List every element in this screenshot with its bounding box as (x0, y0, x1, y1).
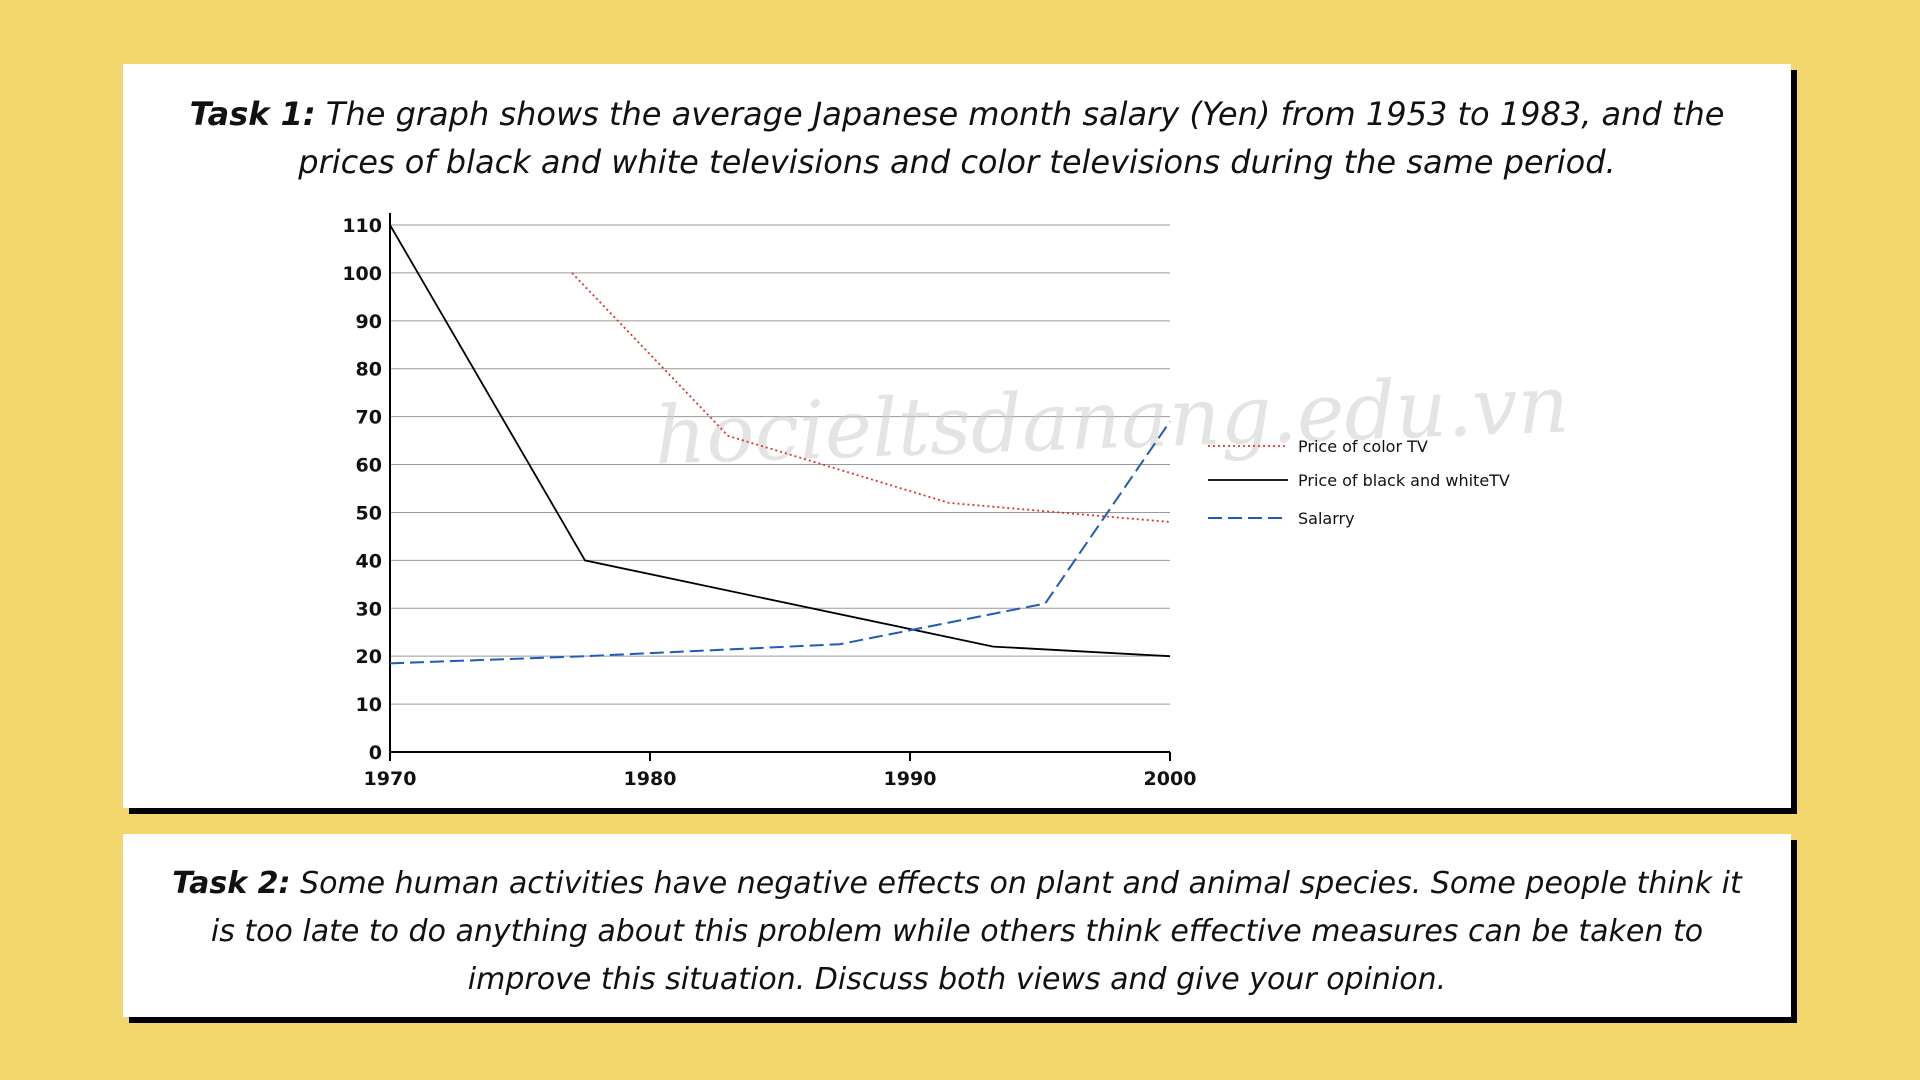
y-tick-label: 30 (356, 598, 382, 620)
task1-body: The graph shows the average Japanese mon… (298, 95, 1725, 181)
x-tick-label: 2000 (1144, 768, 1197, 790)
y-tick-label: 90 (356, 311, 382, 333)
y-tick-label: 80 (356, 359, 382, 381)
x-tick-label: 1970 (364, 768, 417, 790)
y-tick-label: 50 (356, 502, 382, 524)
x-tick-label: 1990 (884, 768, 937, 790)
watermark-text: hocieltsdanang.edu.vn (653, 358, 1570, 483)
axes: 0 10 20 30 40 50 60 70 80 90 100 110 1970 1980 1990 200… (342, 213, 1196, 790)
series-line-salarry (389, 420, 1171, 665)
task1-prompt: Task 1: The graph shows the average Japa… (163, 90, 1751, 186)
legend-label-price-of-black-and-whitetv: Price of black and whiteTV (1298, 471, 1510, 490)
gridlines (390, 224, 1170, 705)
y-tick-label: 70 (356, 407, 382, 429)
task2-label: Task 2: (172, 866, 291, 901)
y-tick-label: 0 (369, 742, 382, 764)
y-tick-label: 40 (356, 550, 382, 572)
y-tick-label: 60 (356, 455, 382, 477)
y-tick-label: 20 (356, 646, 382, 668)
y-tick-label: 10 (356, 694, 382, 716)
task2-body: Some human activities have negative effe… (210, 866, 1742, 997)
legend: Price of color TV Price of black and whit… (1208, 437, 1510, 528)
series-lines (389, 224, 1171, 665)
task2-card: Task 2: Some human activities have negat… (123, 834, 1791, 1017)
x-tick-label: 1980 (624, 768, 677, 790)
task2-prompt: Task 2: Some human activities have negat… (163, 860, 1751, 1004)
y-tick-label: 110 (342, 215, 382, 237)
legend-label-salarry: Salarry (1298, 509, 1355, 528)
task1-card: Task 1: The graph shows the average Japa… (123, 64, 1791, 808)
series-line-price-of-black-and-whitetv (389, 224, 1171, 658)
legend-label-price-of-color-tv: Price of color TV (1298, 437, 1428, 456)
y-tick-label: 100 (342, 263, 382, 285)
task1-label: Task 1: (189, 95, 316, 133)
series-line-price-of-color-tv (571, 272, 1171, 523)
